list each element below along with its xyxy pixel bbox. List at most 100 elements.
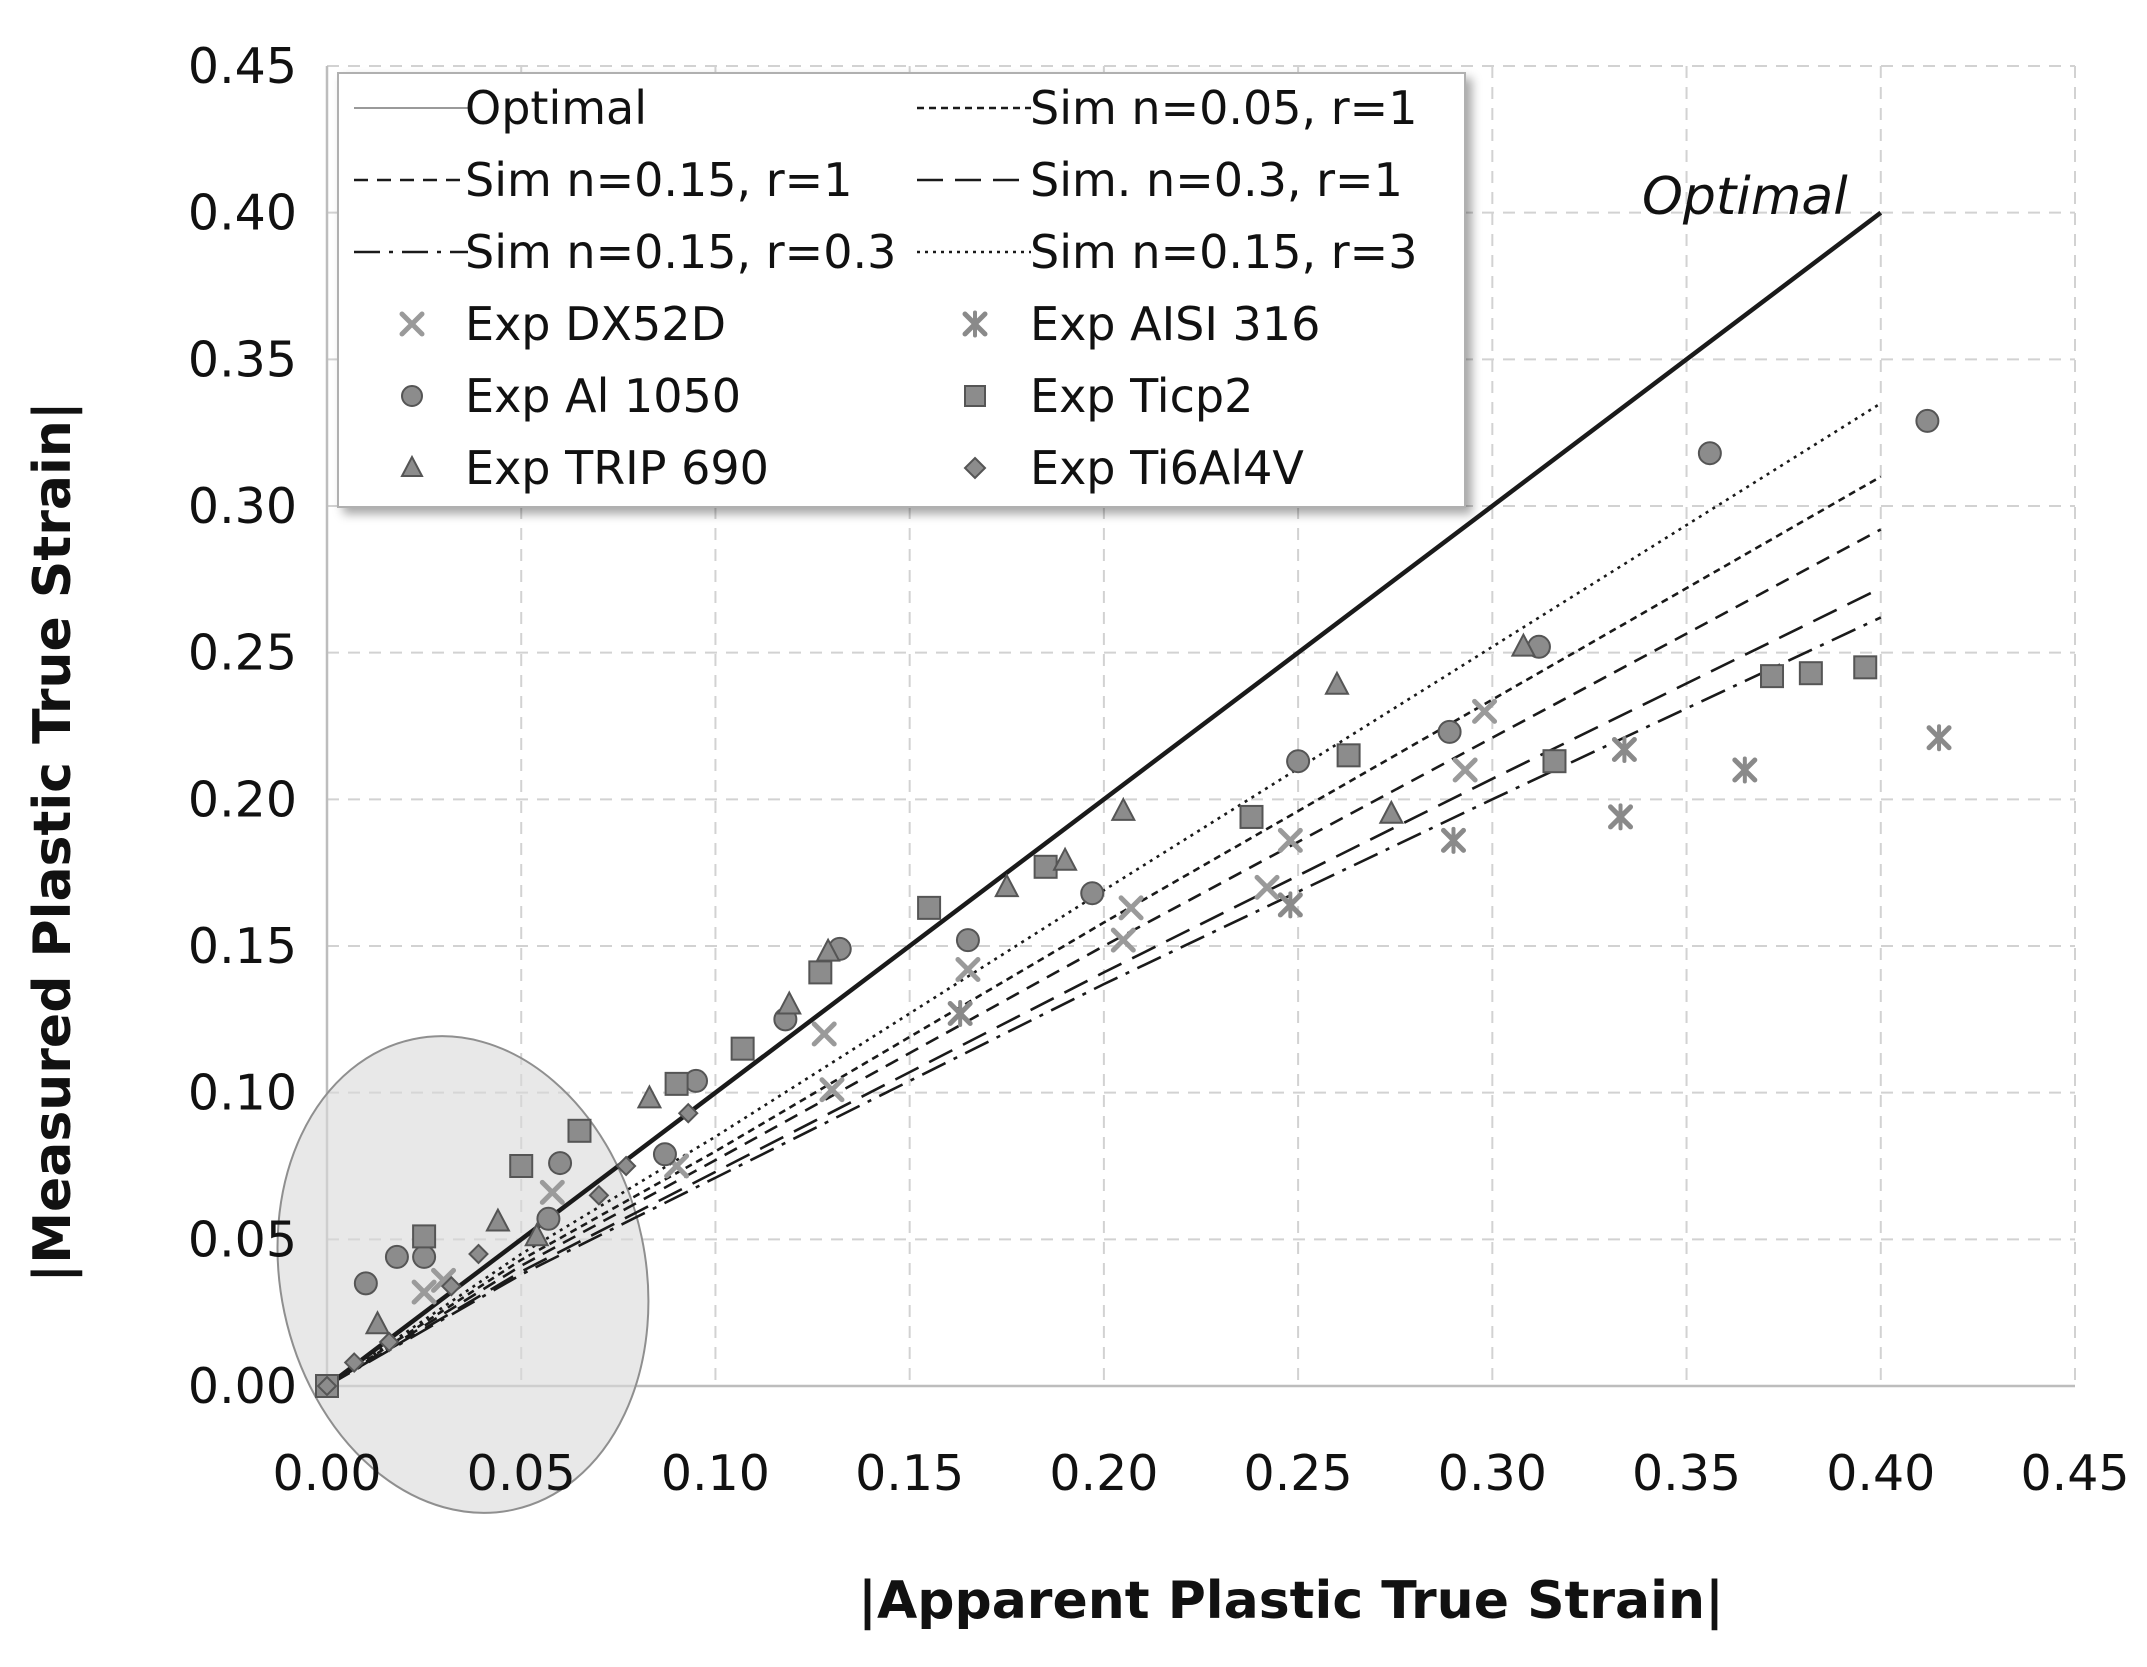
y-tick-label: 0.40: [188, 185, 297, 242]
point-exp-ticp2: [730, 1036, 755, 1061]
x-tick-label: 0.05: [467, 1445, 576, 1502]
point-exp-aisi-316: [1611, 735, 1637, 763]
point-exp-ticp2: [1336, 743, 1361, 768]
point-exp-trip-690: [776, 990, 802, 1015]
point-exp-ticp2: [1798, 661, 1823, 686]
point-exp-al-1050: [384, 1244, 409, 1269]
legend-label-exp-dx52d: Exp DX52D: [465, 297, 726, 351]
point-exp-ticp2-shape: [1853, 655, 1878, 680]
legend-marker-exp-ticp2: [964, 385, 986, 407]
point-exp-ticp2: [1239, 804, 1264, 829]
legend-label-sim-n-0-3-r-1: Sim. n=0.3, r=1: [1030, 153, 1403, 207]
point-exp-ticp2: [917, 895, 942, 920]
optimal-annotation: Optimal: [1642, 167, 1848, 227]
point-exp-trip-690-shape: [1110, 796, 1136, 821]
point-exp-trip-690-shape: [1324, 670, 1350, 695]
x-axis-ticks: 0.00 0.05 0.10 0.15 0.20 0.25 0.30 0.35 0.40 0.45: [272, 1445, 2129, 1502]
point-exp-trip-690: [1378, 799, 1404, 824]
point-exp-trip-690: [524, 1222, 550, 1247]
point-exp-dx52d: [1118, 895, 1144, 921]
point-exp-ticp2-shape: [1033, 854, 1058, 879]
point-exp-trip-690-shape: [364, 1310, 391, 1335]
point-exp-ticp2: [1853, 655, 1878, 680]
legend-label-exp-trip-690: Exp TRIP 690: [465, 441, 769, 495]
point-exp-ti6al4v: [378, 1331, 400, 1353]
y-tick-label: 0.45: [188, 38, 297, 95]
legend-marker-exp-ti6al4v: [963, 456, 987, 480]
legend-label-sim-n-0-15-r-1: Sim n=0.15, r=1: [465, 153, 853, 207]
legend-label-sim-n-0-15-r-3: Sim n=0.15, r=3: [1030, 225, 1418, 279]
point-exp-al-1050-shape: [1286, 749, 1311, 774]
point-exp-al-1050-shape: [353, 1271, 378, 1296]
y-axis-title: |Measured Plastic True Strain|: [23, 401, 83, 1283]
point-exp-aisi-316: [1277, 891, 1303, 919]
point-exp-dx52d: [819, 1077, 845, 1103]
point-exp-trip-690: [636, 1084, 663, 1109]
point-exp-ticp2: [567, 1118, 592, 1143]
point-exp-aisi-316: [1732, 756, 1758, 784]
point-exp-ti6al4v-shape: [343, 1352, 365, 1373]
point-exp-dx52d-stroke: [1254, 874, 1280, 900]
y-tick-label: 0.15: [188, 918, 297, 975]
point-exp-ti6al4v: [343, 1352, 365, 1373]
point-exp-dx52d-stroke: [664, 1153, 690, 1179]
point-exp-dx52d-stroke: [539, 1179, 565, 1205]
point-exp-ti6al4v-shape: [588, 1184, 610, 1206]
point-exp-ticp2: [664, 1071, 689, 1096]
line-sim-n-0-05-r-1: [326, 475, 1882, 1388]
point-exp-ti6al4v-shape: [378, 1331, 400, 1353]
legend-marker-exp-trip-690: [400, 454, 424, 477]
point-exp-dx52d-stroke: [819, 1077, 845, 1103]
point-exp-ti6al4v: [615, 1155, 637, 1177]
point-exp-dx52d-stroke: [431, 1267, 457, 1293]
point-exp-ticp2: [1760, 664, 1785, 689]
point-exp-trip-690-shape: [485, 1207, 511, 1232]
point-exp-ti6al4v: [468, 1243, 489, 1265]
point-exp-ticp2-shape: [730, 1036, 755, 1061]
point-exp-al-1050-shape: [1697, 441, 1722, 466]
point-exp-trip-690-shape: [1052, 846, 1078, 871]
point-exp-al-1050-shape: [1080, 881, 1105, 906]
point-exp-trip-690: [815, 937, 841, 962]
legend-label-sim-n-0-15-r-0-3: Sim n=0.15, r=0.3: [465, 225, 896, 279]
point-exp-al-1050: [1080, 881, 1105, 906]
point-exp-ticp2-shape: [808, 960, 833, 985]
point-exp-al-1050-shape: [1915, 408, 1940, 433]
point-exp-ti6al4v-shape: [615, 1155, 637, 1177]
point-exp-ticp2-shape: [1798, 661, 1823, 686]
point-exp-trip-690-shape: [636, 1084, 663, 1109]
point-exp-dx52d: [539, 1179, 565, 1205]
line-sim-n-0-15-r-1: [326, 528, 1882, 1388]
legend-label-exp-aisi-316: Exp AISI 316: [1030, 297, 1320, 351]
point-exp-ti6al4v: [677, 1102, 699, 1124]
point-exp-aisi-316: [1608, 803, 1634, 831]
point-exp-trip-690-shape: [994, 873, 1020, 898]
point-exp-trip-690-shape: [524, 1222, 550, 1247]
x-tick-label: 0.00: [272, 1445, 381, 1502]
line-sim-n-0-3-r-1: [326, 586, 1882, 1388]
point-exp-ti6al4v: [316, 1375, 338, 1397]
point-exp-ticp2-shape: [664, 1071, 689, 1096]
point-exp-trip-690-shape: [1510, 632, 1537, 657]
point-exp-dx52d: [1254, 874, 1280, 900]
y-axis-ticks: 0.00 0.05 0.10 0.15 0.20 0.25 0.30 0.35 0.40 0.45: [188, 38, 297, 1415]
point-exp-al-1050: [1915, 408, 1940, 433]
point-exp-dx52d-stroke: [1472, 698, 1498, 724]
y-tick-label: 0.00: [188, 1358, 297, 1415]
point-exp-al-1050: [548, 1151, 573, 1176]
point-exp-ticp2-shape: [567, 1118, 592, 1143]
point-exp-ti6al4v-shape: [316, 1375, 338, 1397]
point-exp-ticp2: [509, 1154, 534, 1178]
x-axis-title: |Apparent Plastic True Strain|: [858, 1571, 1724, 1631]
point-exp-ticp2-shape: [1336, 743, 1361, 768]
legend-label-exp-al-1050: Exp Al 1050: [465, 369, 741, 423]
line-sim-n-0-15-r-3: [326, 402, 1882, 1388]
y-tick-label: 0.35: [188, 331, 297, 388]
point-exp-aisi-316: [947, 999, 973, 1027]
point-exp-trip-690-shape: [776, 990, 802, 1015]
point-exp-trip-690: [364, 1310, 391, 1335]
point-exp-ticp2-shape: [1542, 749, 1567, 774]
point-exp-dx52d-stroke: [955, 956, 981, 982]
legend-label-exp-ti6al4v: Exp Ti6Al4V: [1030, 441, 1304, 495]
point-exp-dx52d: [1472, 698, 1498, 724]
